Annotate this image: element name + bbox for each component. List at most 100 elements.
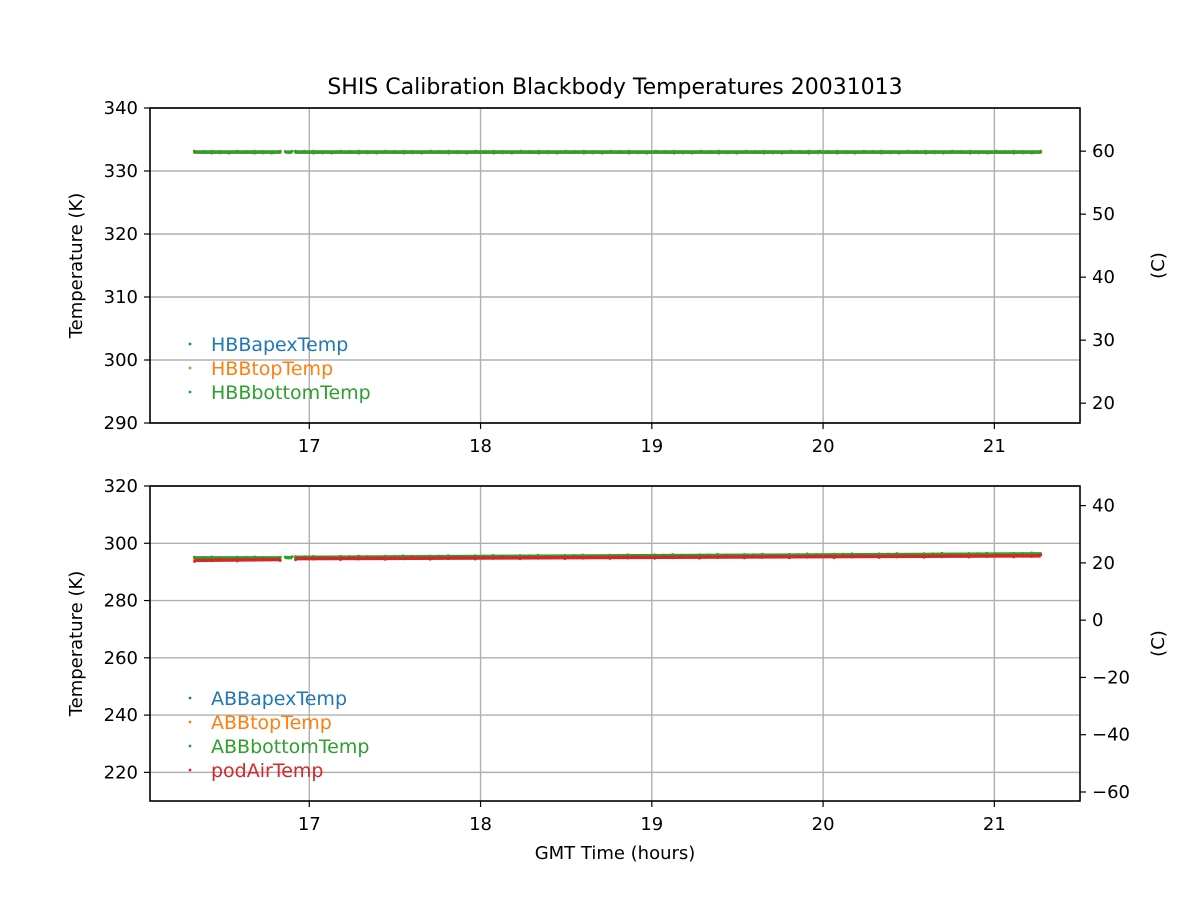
data-point bbox=[545, 555, 549, 559]
y-right-tick-label: 40 bbox=[1092, 496, 1115, 517]
data-point bbox=[287, 151, 291, 155]
data-point bbox=[235, 150, 239, 154]
data-point bbox=[798, 151, 802, 155]
series-HBBbottomTemp bbox=[193, 149, 1043, 155]
data-point bbox=[968, 149, 972, 153]
data-point bbox=[283, 150, 287, 154]
data-point bbox=[193, 559, 197, 563]
y-right-tick-label: 0 bbox=[1092, 610, 1103, 631]
data-point bbox=[906, 150, 910, 154]
data-point bbox=[753, 151, 757, 155]
data-point bbox=[1021, 553, 1025, 557]
legend: ABBapexTempABBtopTempABBbottomTemppodAir… bbox=[188, 688, 369, 782]
data-point bbox=[904, 553, 908, 557]
data-point bbox=[599, 556, 603, 560]
y-right-tick-label: −40 bbox=[1092, 725, 1130, 746]
data-point bbox=[473, 557, 477, 561]
data-point bbox=[1030, 554, 1034, 558]
legend-marker bbox=[188, 768, 192, 772]
data-point bbox=[933, 150, 937, 154]
data-point bbox=[796, 554, 800, 558]
data-point bbox=[518, 557, 522, 561]
data-point bbox=[554, 556, 558, 560]
data-point bbox=[950, 150, 954, 154]
y-axis-title: Temperature (K) bbox=[66, 193, 87, 340]
data-point bbox=[985, 551, 989, 555]
data-point bbox=[645, 151, 649, 155]
data-point bbox=[895, 555, 899, 559]
legend-entry: HBBbottomTemp bbox=[211, 382, 371, 404]
y-right-tick-label: 20 bbox=[1092, 393, 1115, 414]
data-point bbox=[780, 151, 784, 155]
figure-title: SHIS Calibration Blackbody Temperatures … bbox=[327, 75, 902, 100]
data-point bbox=[1030, 151, 1034, 155]
data-point bbox=[827, 151, 831, 155]
data-point bbox=[888, 150, 892, 154]
data-point bbox=[227, 151, 231, 155]
data-point bbox=[844, 150, 848, 154]
data-point bbox=[985, 555, 989, 559]
data-point bbox=[915, 151, 919, 155]
data-point bbox=[573, 151, 577, 155]
y-tick-label: 330 bbox=[104, 161, 138, 182]
data-point bbox=[384, 150, 388, 154]
data-point bbox=[769, 554, 773, 558]
data-point bbox=[347, 556, 351, 560]
chart-panel-2: 17 18 19 20 21 220 240 260 280 300 320 −60 −40 −20 0 20… bbox=[66, 476, 1169, 864]
data-point bbox=[402, 149, 406, 153]
data-point bbox=[500, 555, 504, 559]
y-right-axis-title: (C) bbox=[1148, 630, 1169, 657]
data-point bbox=[617, 555, 621, 559]
data-point bbox=[940, 555, 944, 559]
data-point bbox=[771, 150, 775, 154]
data-point bbox=[626, 556, 630, 560]
y-tick-label: 320 bbox=[104, 224, 138, 245]
data-point bbox=[411, 150, 415, 154]
data-point bbox=[252, 555, 256, 559]
data-point bbox=[348, 151, 352, 155]
data-point bbox=[437, 556, 441, 560]
data-point bbox=[662, 555, 666, 559]
data-point bbox=[1003, 554, 1007, 558]
data-point bbox=[201, 151, 205, 155]
data-point bbox=[671, 553, 675, 557]
data-point bbox=[491, 556, 495, 560]
data-point bbox=[261, 150, 265, 154]
y-right-tick-label: 50 bbox=[1092, 204, 1115, 225]
data-point bbox=[420, 151, 424, 155]
y-tick-label: 300 bbox=[104, 533, 138, 554]
data-point bbox=[321, 150, 325, 154]
data-point bbox=[680, 554, 684, 558]
data-point bbox=[303, 151, 307, 155]
data-point bbox=[715, 556, 719, 560]
data-point bbox=[536, 556, 540, 560]
legend-entry: HBBtopTemp bbox=[211, 358, 333, 380]
data-point bbox=[312, 557, 316, 561]
data-point bbox=[581, 556, 585, 560]
y-right-tick-label: 30 bbox=[1092, 330, 1115, 351]
data-point bbox=[644, 555, 648, 559]
data-point bbox=[636, 150, 640, 154]
data-point bbox=[608, 556, 612, 560]
data-point bbox=[537, 149, 541, 153]
data-point bbox=[627, 149, 631, 153]
data-point bbox=[850, 555, 854, 559]
data-point bbox=[193, 150, 197, 154]
data-point bbox=[1039, 553, 1043, 557]
data-point bbox=[789, 150, 793, 154]
data-point bbox=[546, 150, 550, 154]
data-point bbox=[270, 151, 274, 155]
data-point bbox=[590, 555, 594, 559]
data-point bbox=[823, 555, 827, 559]
data-point bbox=[618, 151, 622, 155]
data-point bbox=[967, 555, 971, 559]
data-point bbox=[235, 555, 239, 559]
data-point bbox=[635, 555, 639, 559]
data-point bbox=[689, 555, 693, 559]
series-podAirTemp bbox=[193, 553, 1043, 563]
data-point bbox=[671, 556, 675, 560]
data-point bbox=[474, 150, 478, 154]
data-point bbox=[447, 149, 451, 153]
data-point bbox=[366, 150, 370, 154]
